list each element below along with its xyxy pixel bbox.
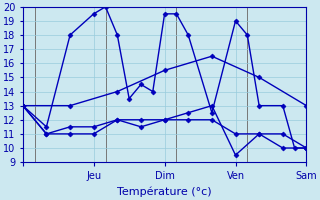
X-axis label: Température (°c): Température (°c) [117, 187, 212, 197]
